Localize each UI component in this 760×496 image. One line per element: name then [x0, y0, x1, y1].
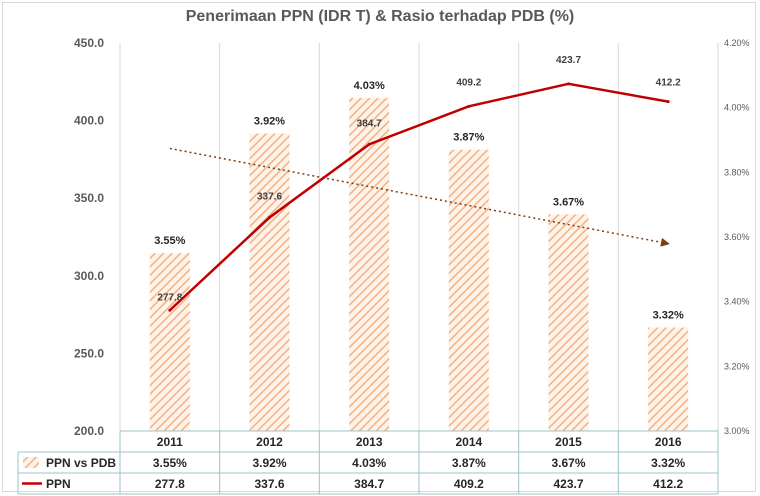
line-data-label: 423.7 — [556, 55, 581, 66]
table-cell: 412.2 — [653, 477, 683, 491]
table-cell: 3.32% — [651, 456, 685, 470]
bar-data-label: 4.03% — [354, 80, 385, 92]
table-cell: 3.67% — [551, 456, 585, 470]
chart-title: Penerimaan PPN (IDR T) & Rasio terhadap … — [185, 8, 575, 25]
ppn-point — [367, 142, 371, 146]
ppn-line — [168, 82, 669, 312]
line-data-label: 337.6 — [257, 191, 282, 202]
table-cell: 3.87% — [452, 456, 486, 470]
bar-data-label: 3.87% — [453, 132, 484, 144]
table-cell: 4.03% — [352, 456, 386, 470]
right-axis-tick-label: 3.40% — [724, 297, 750, 307]
left-axis-tick-label: 350.0 — [74, 191, 104, 205]
right-axis-tick-label: 3.00% — [724, 426, 750, 436]
left-axis-tick-label: 400.0 — [74, 114, 104, 128]
table-cell: 3.55% — [153, 456, 187, 470]
ppn-point — [567, 82, 570, 86]
table-cell: 3.92% — [252, 456, 286, 470]
line-data-label: 409.2 — [456, 77, 481, 88]
right-axis-tick-label: 3.20% — [724, 361, 750, 371]
bar — [448, 149, 489, 431]
category-label: 2015 — [555, 435, 582, 449]
category-label: 2012 — [256, 435, 283, 449]
line-data-label: 384.7 — [357, 118, 382, 129]
line-series — [168, 82, 670, 312]
ppn-point — [666, 100, 670, 104]
bar-data-label: 3.92% — [254, 116, 285, 128]
line-data-label: 277.8 — [157, 292, 182, 303]
table-cell: 409.2 — [454, 477, 484, 491]
data-table: 2011 2012 2013 2014 2015 2016 PPN vs PDB 3.55% 3… — [17, 430, 719, 495]
bar-data-label: 3.32% — [653, 310, 684, 322]
table-row-label: PPN vs PDB — [46, 456, 116, 470]
table-cell: 423.7 — [553, 477, 583, 491]
legend-key-bar — [23, 457, 39, 468]
left-axis-tick-label: 250.0 — [74, 346, 104, 360]
ppn-point — [268, 215, 271, 219]
bar — [349, 97, 390, 431]
table-cell: 384.7 — [354, 477, 384, 491]
bar — [249, 133, 290, 432]
category-label: 2013 — [356, 435, 383, 449]
data-labels: 3.55% 3.92% 4.03% 3.87% 3.67% 3.32% 277.8 337.6… — [154, 55, 684, 322]
bar — [648, 327, 689, 431]
right-axis-tick-label: 3.80% — [724, 167, 750, 177]
category-label: 2014 — [455, 435, 482, 449]
left-axis-tick-label: 450.0 — [74, 36, 104, 50]
right-axis-tick-label: 4.20% — [724, 38, 750, 48]
table-cell: 277.8 — [155, 477, 185, 491]
right-axis-tick-label: 4.00% — [724, 103, 750, 113]
axes: 200.0 250.0 300.0 350.0 400.0 450.0 3.00% 3.20%… — [74, 36, 750, 438]
table-cell: 337.6 — [254, 477, 284, 491]
ppn-point — [467, 104, 471, 108]
gridlines — [119, 43, 719, 431]
bar-data-label: 3.55% — [154, 235, 185, 247]
bar — [548, 214, 589, 431]
category-label: 2011 — [157, 435, 183, 449]
ppn-point — [168, 308, 172, 312]
line-data-label: 412.2 — [656, 78, 681, 89]
bar — [149, 253, 190, 431]
bar-data-label: 3.67% — [553, 196, 584, 208]
right-axis-tick-label: 3.60% — [724, 232, 750, 242]
category-label: 2016 — [655, 435, 682, 449]
left-axis-tick-label: 300.0 — [74, 269, 104, 283]
table-row-label: PPN — [46, 477, 71, 491]
bar-series — [149, 97, 689, 432]
left-axis-tick-label: 200.0 — [74, 424, 104, 438]
